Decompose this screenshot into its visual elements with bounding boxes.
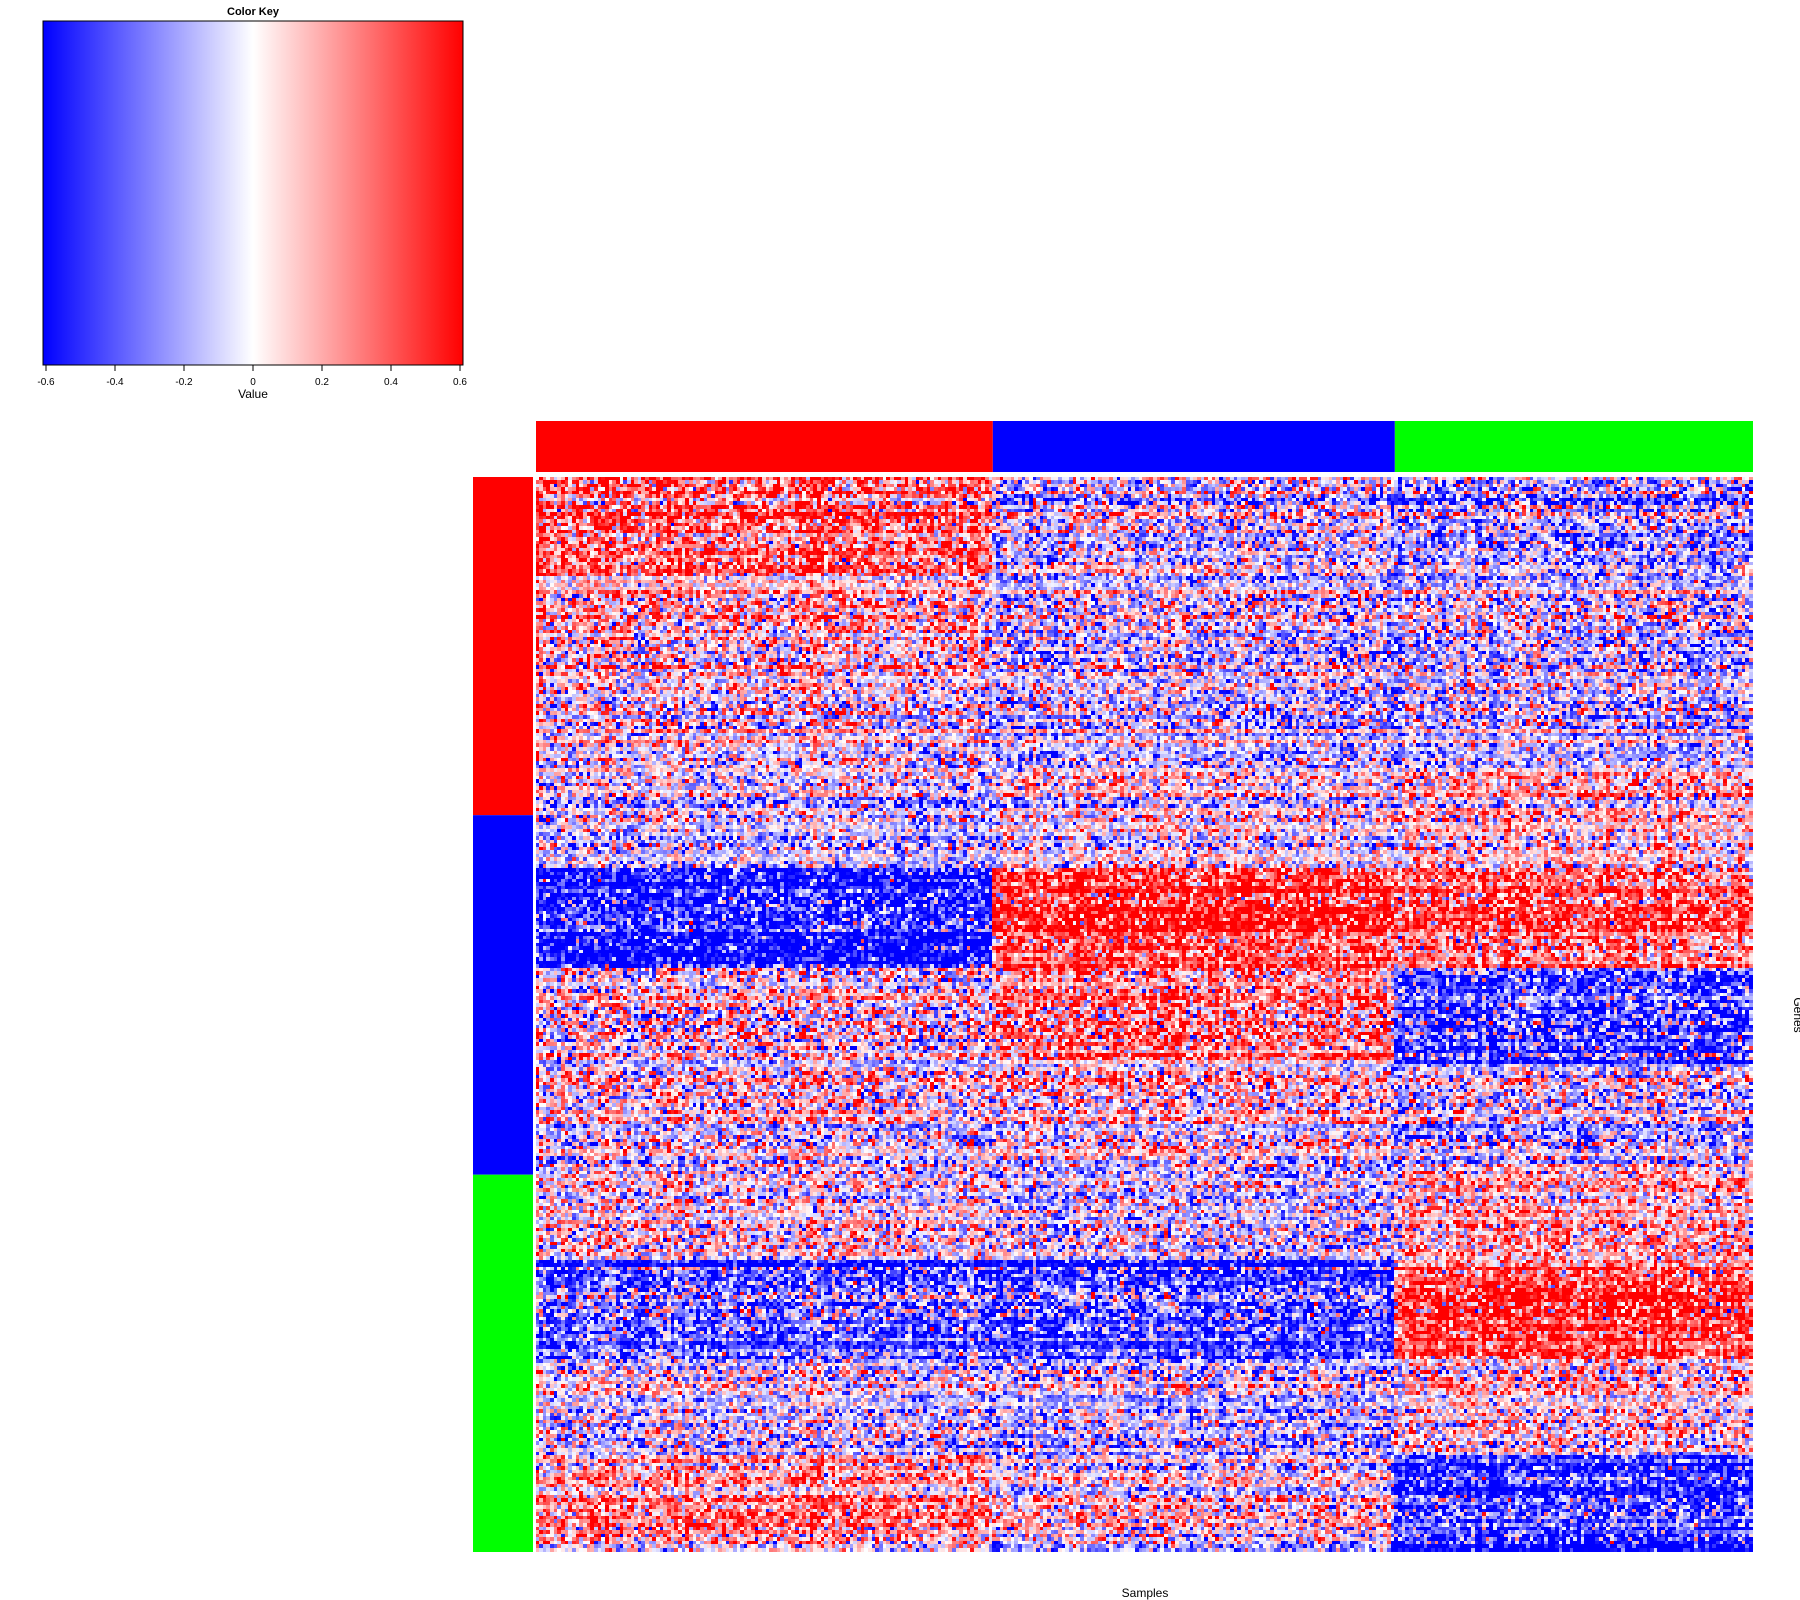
color-key-tick-label: 0 bbox=[250, 377, 256, 388]
color-key: Color Key -0.6 -0.4 -0.2 0 0.2 0.4 0.6 Value bbox=[37, 6, 467, 401]
color-key-tick-label: 0.6 bbox=[453, 377, 467, 388]
color-key-tick-label: 0.4 bbox=[384, 377, 398, 388]
column-group-1 bbox=[536, 421, 993, 472]
row-group-2 bbox=[473, 815, 533, 1175]
column-side-color-bar bbox=[536, 421, 1753, 472]
row-group-1 bbox=[473, 477, 533, 816]
color-key-tick-label: -0.6 bbox=[37, 377, 55, 388]
color-key-value-label: Value bbox=[238, 387, 268, 401]
color-key-title: Color Key bbox=[227, 6, 280, 18]
color-key-axis: -0.6 -0.4 -0.2 0 0.2 0.4 0.6 bbox=[37, 364, 467, 388]
y-axis-label: Genes bbox=[1791, 997, 1800, 1032]
color-key-tick-label: -0.2 bbox=[175, 377, 193, 388]
row-group-3 bbox=[473, 1174, 533, 1552]
row-side-color-bar bbox=[473, 477, 533, 1552]
x-axis-label: Samples bbox=[1122, 1586, 1169, 1600]
heatmap-grid bbox=[536, 477, 1753, 1552]
column-group-2 bbox=[992, 421, 1395, 472]
color-key-gradient bbox=[42, 20, 464, 366]
color-key-tick-label: 0.2 bbox=[315, 377, 329, 388]
column-group-3 bbox=[1394, 421, 1753, 472]
color-key-tick-label: -0.4 bbox=[106, 377, 124, 388]
